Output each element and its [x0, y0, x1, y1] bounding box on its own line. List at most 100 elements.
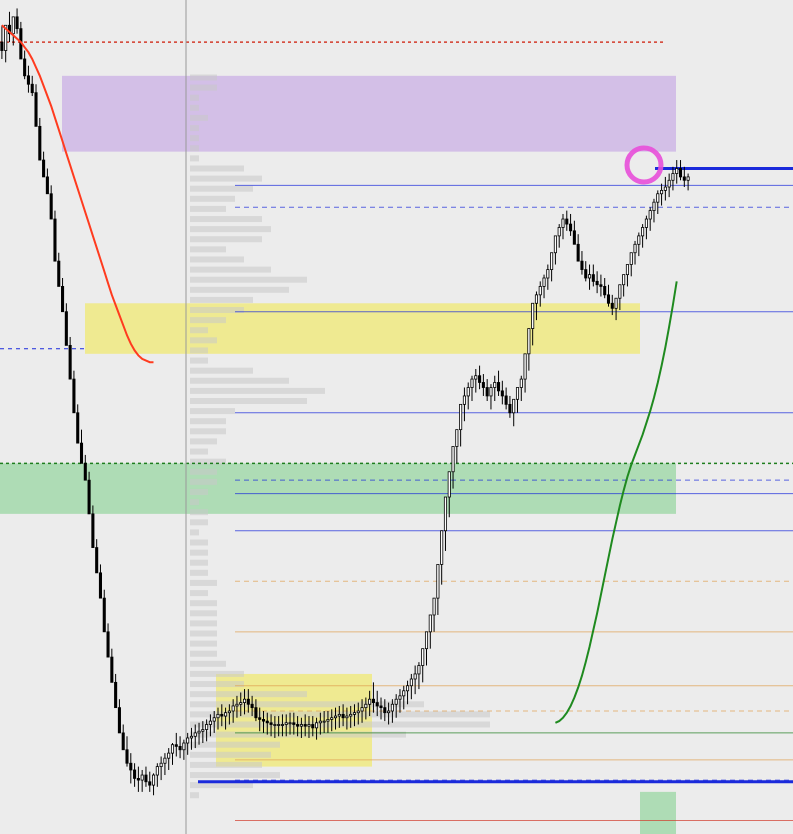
candle-body [341, 713, 345, 719]
candle-body [265, 720, 269, 724]
candle-body [106, 631, 110, 658]
candle-body [57, 260, 61, 287]
candle-body [531, 302, 535, 329]
candle-body [133, 769, 137, 779]
candle-body [383, 707, 387, 714]
volume-profile-bar [190, 195, 235, 202]
volume-profile-bar [190, 125, 199, 132]
candle-body [686, 176, 690, 181]
candle-body [91, 513, 95, 548]
candle-body [144, 774, 148, 783]
candle-body [652, 201, 656, 212]
candle-body [436, 564, 440, 599]
candle-body [675, 168, 679, 174]
volume-profile-bar [190, 387, 325, 394]
candle-body [117, 707, 121, 734]
candle-body [23, 58, 27, 77]
candle-body [569, 223, 573, 232]
candle-body [508, 403, 512, 414]
volume-profile-bar [190, 256, 244, 263]
candle-body [413, 673, 417, 680]
candle-body [174, 744, 178, 747]
candle-body [534, 294, 538, 304]
candle-body [72, 378, 76, 414]
volume-profile-bar [190, 357, 208, 364]
volume-profile-bar [190, 286, 289, 293]
candle-body [474, 375, 478, 380]
volume-profile-bar [190, 175, 262, 182]
level-lines-layer [0, 41, 793, 822]
volume-profile-bar [190, 640, 217, 647]
candle-body [667, 179, 671, 188]
candle-body [292, 722, 296, 725]
candle-body [311, 724, 315, 729]
candle-body [76, 412, 80, 444]
candle-body [87, 479, 91, 515]
candle-body [235, 703, 239, 707]
candle-body [258, 717, 262, 720]
candle-body [481, 382, 485, 388]
candle-body [489, 387, 493, 397]
volume-profile-bar [190, 539, 208, 546]
candle-body [523, 353, 527, 380]
candle-body [625, 264, 629, 276]
candle-body [7, 24, 12, 35]
candle-body [136, 778, 140, 781]
volume-profile-bar [190, 610, 217, 617]
candle-body [485, 387, 489, 397]
candle-body [349, 713, 353, 717]
candle-body [38, 125, 42, 161]
candle-body [322, 720, 326, 723]
candle-body [478, 375, 482, 383]
candle-body [284, 722, 288, 725]
candle-body [53, 218, 57, 262]
candle-body [239, 702, 243, 705]
volume-profile-bar [190, 337, 217, 344]
candle-body [114, 681, 118, 709]
candle-body [201, 729, 205, 732]
volume-profile-bar [190, 579, 217, 586]
highlight-marker-circle [624, 145, 664, 185]
candle-body [250, 703, 254, 709]
candle-body [406, 685, 410, 692]
candle-body [0, 41, 4, 51]
candle-body [42, 159, 46, 178]
candle-body [580, 260, 584, 270]
volume-profile-bar [190, 751, 271, 758]
volume-profile-bar [190, 418, 226, 425]
candle-body [307, 724, 311, 727]
candle-body [186, 737, 190, 744]
candle-body [167, 752, 171, 759]
candle-body [629, 252, 633, 265]
volume-profile-bar [190, 397, 307, 404]
candle-body [356, 710, 360, 714]
volume-profile-bar [190, 519, 208, 526]
candle-body [443, 496, 448, 532]
candle-body [189, 735, 193, 739]
volume-profile-bar [190, 236, 262, 243]
volume-profile-bar [190, 660, 226, 667]
volume-profile-bar [190, 590, 208, 597]
candle-body [152, 774, 156, 786]
volume-profile-bar [190, 681, 244, 688]
candle-body [663, 186, 667, 191]
volume-profile-bar [190, 246, 226, 253]
candle-body [546, 269, 550, 279]
candle-body [129, 762, 133, 771]
volume-profile-bar [190, 620, 217, 627]
candle-body [79, 442, 84, 464]
candle-body [163, 757, 167, 764]
candle-body [553, 235, 557, 254]
volume-profile-bar [190, 205, 226, 212]
candle-body [515, 387, 520, 400]
candle-body [610, 302, 614, 309]
candle-body [417, 665, 421, 675]
candle-body [402, 690, 406, 697]
candle-body [504, 395, 508, 405]
zone-rect [640, 791, 676, 834]
candle-body [584, 269, 588, 279]
candle-body [576, 243, 580, 262]
volume-profile-bar [190, 741, 280, 748]
candle-body [493, 382, 497, 388]
volume-profile-bar [190, 458, 226, 465]
